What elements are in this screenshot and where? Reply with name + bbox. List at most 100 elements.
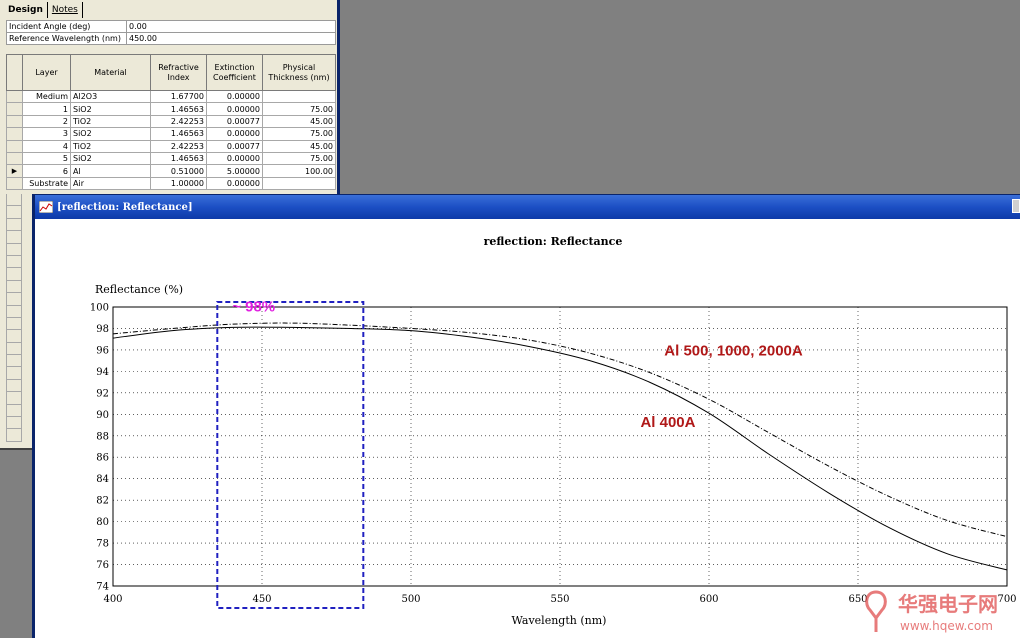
row-header[interactable] (6, 218, 22, 232)
cell-physical-thickness[interactable] (262, 89, 336, 104)
cell-physical-thickness[interactable]: 75.00 (262, 102, 336, 116)
chart-app-icon (39, 201, 53, 213)
cell-extinction-coefficient[interactable]: 5.00000 (206, 164, 263, 178)
cell-material[interactable]: SiO2 (70, 102, 151, 116)
row-header[interactable] (6, 255, 22, 269)
cell-refractive-index[interactable]: 1.67700 (150, 89, 207, 104)
cell-physical-thickness[interactable] (262, 176, 336, 191)
cell-extinction-coefficient[interactable]: 0.00000 (206, 151, 263, 166)
row-header[interactable] (6, 317, 22, 331)
cell-material[interactable]: Air (70, 176, 151, 191)
y-tick-label: 78 (96, 539, 109, 550)
cell-extinction-coefficient[interactable]: 0.00000 (206, 102, 263, 116)
row-header[interactable] (6, 355, 22, 368)
column-header-layer[interactable]: Layer (22, 54, 71, 91)
cell-refractive-index[interactable]: 0.51000 (150, 164, 207, 178)
reflection-window-titlebar[interactable]: [reflection: Reflectance] (35, 195, 1020, 219)
cell-refractive-index[interactable]: 1.46563 (150, 127, 207, 141)
column-header-material[interactable]: Material (70, 54, 151, 91)
row-selector[interactable] (6, 114, 23, 129)
row-header[interactable] (6, 280, 22, 294)
cell-extinction-coefficient[interactable]: 0.00000 (206, 89, 263, 104)
row-header[interactable] (6, 392, 22, 405)
cell-extinction-coefficient[interactable]: 0.00077 (206, 139, 263, 153)
row-header[interactable] (6, 206, 22, 219)
row-selector[interactable] (6, 89, 23, 104)
table-row[interactable]: 2 TiO2 2.42253 0.00077 45.00 (6, 114, 336, 129)
cell-material[interactable]: Al2O3 (70, 89, 151, 104)
column-header-physical-thickness[interactable]: Physical Thickness (nm) (262, 54, 336, 91)
table-row[interactable]: 5 SiO2 1.46563 0.00000 75.00 (6, 151, 336, 166)
cell-physical-thickness[interactable]: 45.00 (262, 139, 336, 153)
design-parameters-table: Incident Angle (deg) 0.00 Reference Wave… (6, 20, 336, 45)
row-header[interactable] (6, 367, 22, 380)
cell-material[interactable]: Al (70, 164, 151, 178)
cell-material[interactable]: TiO2 (70, 139, 151, 153)
cell-physical-thickness[interactable]: 100.00 (262, 164, 336, 178)
row-selector[interactable] (6, 151, 23, 166)
cell-layer[interactable]: 5 (22, 151, 71, 166)
row-header[interactable] (6, 194, 22, 207)
row-header[interactable] (6, 404, 22, 418)
cell-layer[interactable]: 6 (22, 164, 71, 178)
cell-refractive-index[interactable]: 1.00000 (150, 176, 207, 191)
cell-layer[interactable]: 4 (22, 139, 71, 153)
tab-design[interactable]: Design (4, 2, 48, 18)
x-tick-label: 500 (401, 594, 420, 605)
cell-extinction-coefficient[interactable]: 0.00000 (206, 127, 263, 141)
row-selector[interactable] (6, 176, 23, 191)
cell-layer[interactable]: 3 (22, 127, 71, 141)
table-row[interactable]: Substrate Air 1.00000 0.00000 (6, 176, 336, 191)
cell-physical-thickness[interactable]: 45.00 (262, 114, 336, 129)
cell-extinction-coefficient[interactable]: 0.00000 (206, 176, 263, 191)
cell-material[interactable]: SiO2 (70, 127, 151, 141)
cell-physical-thickness[interactable]: 75.00 (262, 151, 336, 166)
table-row[interactable]: Medium Al2O3 1.67700 0.00000 (6, 89, 336, 104)
cell-layer[interactable]: 1 (22, 102, 71, 116)
cell-refractive-index[interactable]: 2.42253 (150, 114, 207, 129)
tab-notes[interactable]: Notes (48, 2, 83, 18)
cell-layer[interactable]: Substrate (22, 176, 71, 191)
x-tick-label: 550 (550, 594, 569, 605)
param-value-input[interactable]: 0.00 (126, 20, 336, 33)
row-selector[interactable] (6, 127, 23, 141)
table-row[interactable]: 3 SiO2 1.46563 0.00000 75.00 (6, 127, 336, 141)
row-header[interactable] (6, 342, 22, 356)
cell-material[interactable]: TiO2 (70, 114, 151, 129)
cell-refractive-index[interactable]: 2.42253 (150, 139, 207, 153)
row-selector-header (6, 54, 23, 91)
cell-material[interactable]: SiO2 (70, 151, 151, 166)
design-window: Design Notes Incident Angle (deg) 0.00 R… (0, 0, 340, 450)
row-header[interactable] (6, 305, 22, 318)
series-line-al-400a (112, 326, 1008, 571)
x-tick-label: 600 (699, 594, 718, 605)
row-header[interactable] (6, 330, 22, 343)
y-tick-label: 86 (96, 453, 109, 464)
column-header-refractive-index[interactable]: Refractive Index (150, 54, 207, 91)
table-row[interactable]: 4 TiO2 2.42253 0.00077 45.00 (6, 139, 336, 153)
row-selector[interactable] (6, 139, 23, 153)
window-control-button[interactable] (1012, 199, 1020, 213)
cell-layer[interactable]: 2 (22, 114, 71, 129)
table-row[interactable]: ▶ 6 Al 0.51000 5.00000 100.00 (6, 164, 336, 178)
row-header[interactable] (6, 429, 22, 442)
cell-extinction-coefficient[interactable]: 0.00077 (206, 114, 263, 129)
column-header-extinction-coefficient[interactable]: Extinction Coefficient (206, 54, 263, 91)
cell-refractive-index[interactable]: 1.46563 (150, 151, 207, 166)
table-row[interactable]: 1 SiO2 1.46563 0.00000 75.00 (6, 102, 336, 116)
annotations: ~ 98% Al 500, 1000, 2000A Al 400A (216, 298, 803, 609)
row-selector[interactable]: ▶ (6, 164, 23, 178)
row-header[interactable] (6, 417, 22, 430)
param-value-input[interactable]: 450.00 (126, 32, 336, 45)
row-header[interactable] (6, 293, 22, 306)
row-selector[interactable] (6, 102, 23, 116)
row-header[interactable] (6, 379, 22, 393)
cell-physical-thickness[interactable]: 75.00 (262, 127, 336, 141)
chart-title: reflection: Reflectance (484, 235, 623, 248)
cell-layer[interactable]: Medium (22, 89, 71, 104)
row-header[interactable] (6, 243, 22, 256)
row-header[interactable] (6, 231, 22, 244)
cell-refractive-index[interactable]: 1.46563 (150, 102, 207, 116)
reflection-window: [reflection: Reflectance] reflection: Re… (32, 194, 1020, 638)
row-header[interactable] (6, 268, 22, 281)
